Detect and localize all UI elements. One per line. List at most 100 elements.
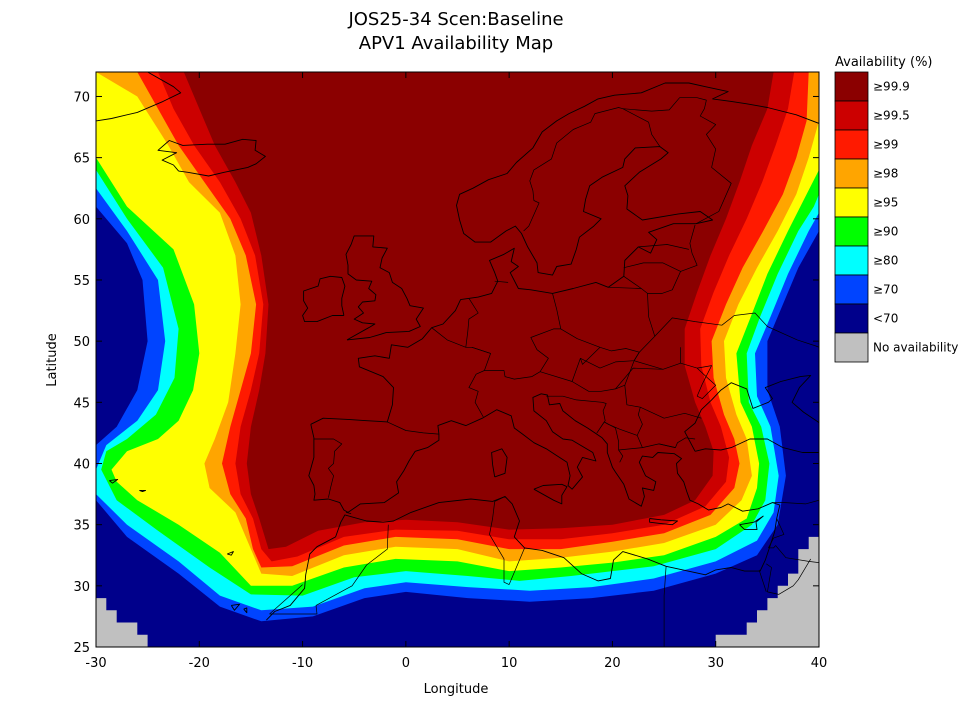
legend-label: ≥70 [873, 283, 898, 297]
country-border-38 [766, 563, 772, 592]
coastline-10 [139, 489, 147, 493]
country-border-5 [465, 298, 479, 348]
legend-label: ≥98 [873, 167, 898, 181]
legend-label: ≥99.9 [873, 80, 910, 94]
legend: Availability (%) ≥99.9≥99.5≥99≥98≥95≥90≥… [834, 55, 958, 363]
country-border-21 [623, 262, 681, 272]
country-border-34 [772, 499, 819, 505]
country-border-36 [775, 545, 819, 563]
country-border-3 [431, 327, 491, 371]
country-border-29 [269, 605, 318, 615]
plot-frame [95, 71, 820, 648]
y-tick-label: 40 [73, 457, 90, 472]
legend-title: Availability (%) [835, 55, 933, 70]
country-border-10 [571, 360, 635, 392]
y-tick-label: 60 [73, 213, 90, 228]
coastline-8 [739, 515, 764, 531]
country-border-17 [633, 352, 664, 370]
border-layer [269, 97, 819, 647]
legend-swatch [834, 100, 869, 131]
no-availability-layer [96, 536, 819, 647]
country-border-43 [658, 443, 676, 448]
coastline-11 [109, 478, 119, 484]
country-border-32 [508, 547, 525, 585]
legend-swatch [834, 216, 869, 247]
x-tick-label: 20 [604, 656, 621, 671]
country-border-12 [604, 421, 643, 451]
country-border-31 [489, 501, 510, 585]
coastline-15 [684, 374, 819, 452]
x-axis: -30 -20 -10 0 10 20 30 40 [85, 72, 827, 671]
country-border-39 [758, 569, 767, 593]
country-border-6 [494, 280, 509, 283]
y-axis: 25 30 35 40 45 50 55 60 65 70 [73, 90, 819, 656]
coastline-layer [96, 72, 819, 621]
x-tick-label: 10 [501, 656, 518, 671]
no-availability-region-1 [715, 536, 819, 647]
legend-label: ≥99 [873, 138, 898, 152]
plot-area [96, 72, 819, 647]
country-border-18 [654, 312, 819, 348]
coastline-2 [345, 235, 424, 341]
country-border-25 [622, 97, 707, 112]
legend-label: ≥80 [873, 254, 898, 268]
coastline-16 [96, 72, 182, 122]
chart-subtitle: APV1 Availability Map [359, 33, 553, 54]
no-availability-region-0 [96, 598, 148, 647]
country-border-24 [523, 107, 661, 232]
legend-label: ≥95 [873, 196, 898, 210]
country-border-14 [640, 406, 702, 419]
x-tick-label: 30 [707, 656, 724, 671]
x-tick-label: -30 [85, 656, 106, 671]
country-border-42 [494, 496, 506, 502]
legend-label: ≥99.5 [873, 109, 910, 123]
legend-label: <70 [873, 312, 898, 326]
y-tick-label: 35 [73, 519, 90, 534]
legend-swatch [834, 71, 869, 102]
coastline-14 [694, 438, 819, 453]
legend-swatch [834, 187, 869, 218]
y-tick-label: 30 [73, 580, 90, 595]
legend-swatch [834, 303, 869, 334]
country-border-20 [623, 276, 642, 289]
country-border-44 [696, 365, 712, 397]
country-border-19 [647, 224, 698, 294]
country-border-40 [767, 558, 812, 595]
country-border-13 [624, 385, 643, 436]
country-border-41 [269, 584, 303, 615]
y-tick-label: 70 [73, 90, 90, 105]
country-border-28 [345, 512, 352, 514]
legend-swatch [834, 332, 869, 363]
legend-label: ≥90 [873, 225, 898, 239]
country-border-23 [695, 100, 732, 225]
legend-swatch [834, 245, 869, 276]
coastline-4 [157, 138, 266, 177]
country-border-0 [387, 421, 439, 435]
country-border-33 [663, 566, 667, 647]
y-tick-label: 55 [73, 274, 90, 289]
x-tick-label: -20 [189, 656, 210, 671]
legend-label: No availability [873, 341, 958, 355]
legend-swatch [834, 158, 869, 189]
country-border-15 [642, 437, 696, 448]
y-tick-label: 65 [73, 152, 90, 167]
chart-title: JOS25-34 Scen:Baseline [347, 9, 563, 30]
legend-swatch [834, 129, 869, 160]
x-axis-label: Longitude [424, 682, 489, 697]
coastline-0 [266, 393, 781, 621]
x-tick-label: 0 [402, 656, 410, 671]
y-tick-label: 45 [73, 396, 90, 411]
country-border-1 [313, 438, 343, 498]
coastline-7 [649, 518, 678, 526]
country-border-37 [768, 545, 776, 549]
coastline-13 [243, 607, 248, 614]
contour-layer [96, 72, 819, 647]
y-tick-label: 50 [73, 335, 90, 350]
country-border-22 [624, 244, 689, 261]
legend-items: ≥99.9 ≥99.5 ≥99 ≥98 ≥95 ≥90 ≥80 ≥70 <70 No availa… [834, 71, 958, 363]
country-border-35 [768, 518, 785, 549]
coastline-1 [310, 82, 819, 425]
coastline-9 [227, 551, 234, 556]
country-border-2 [468, 370, 485, 418]
